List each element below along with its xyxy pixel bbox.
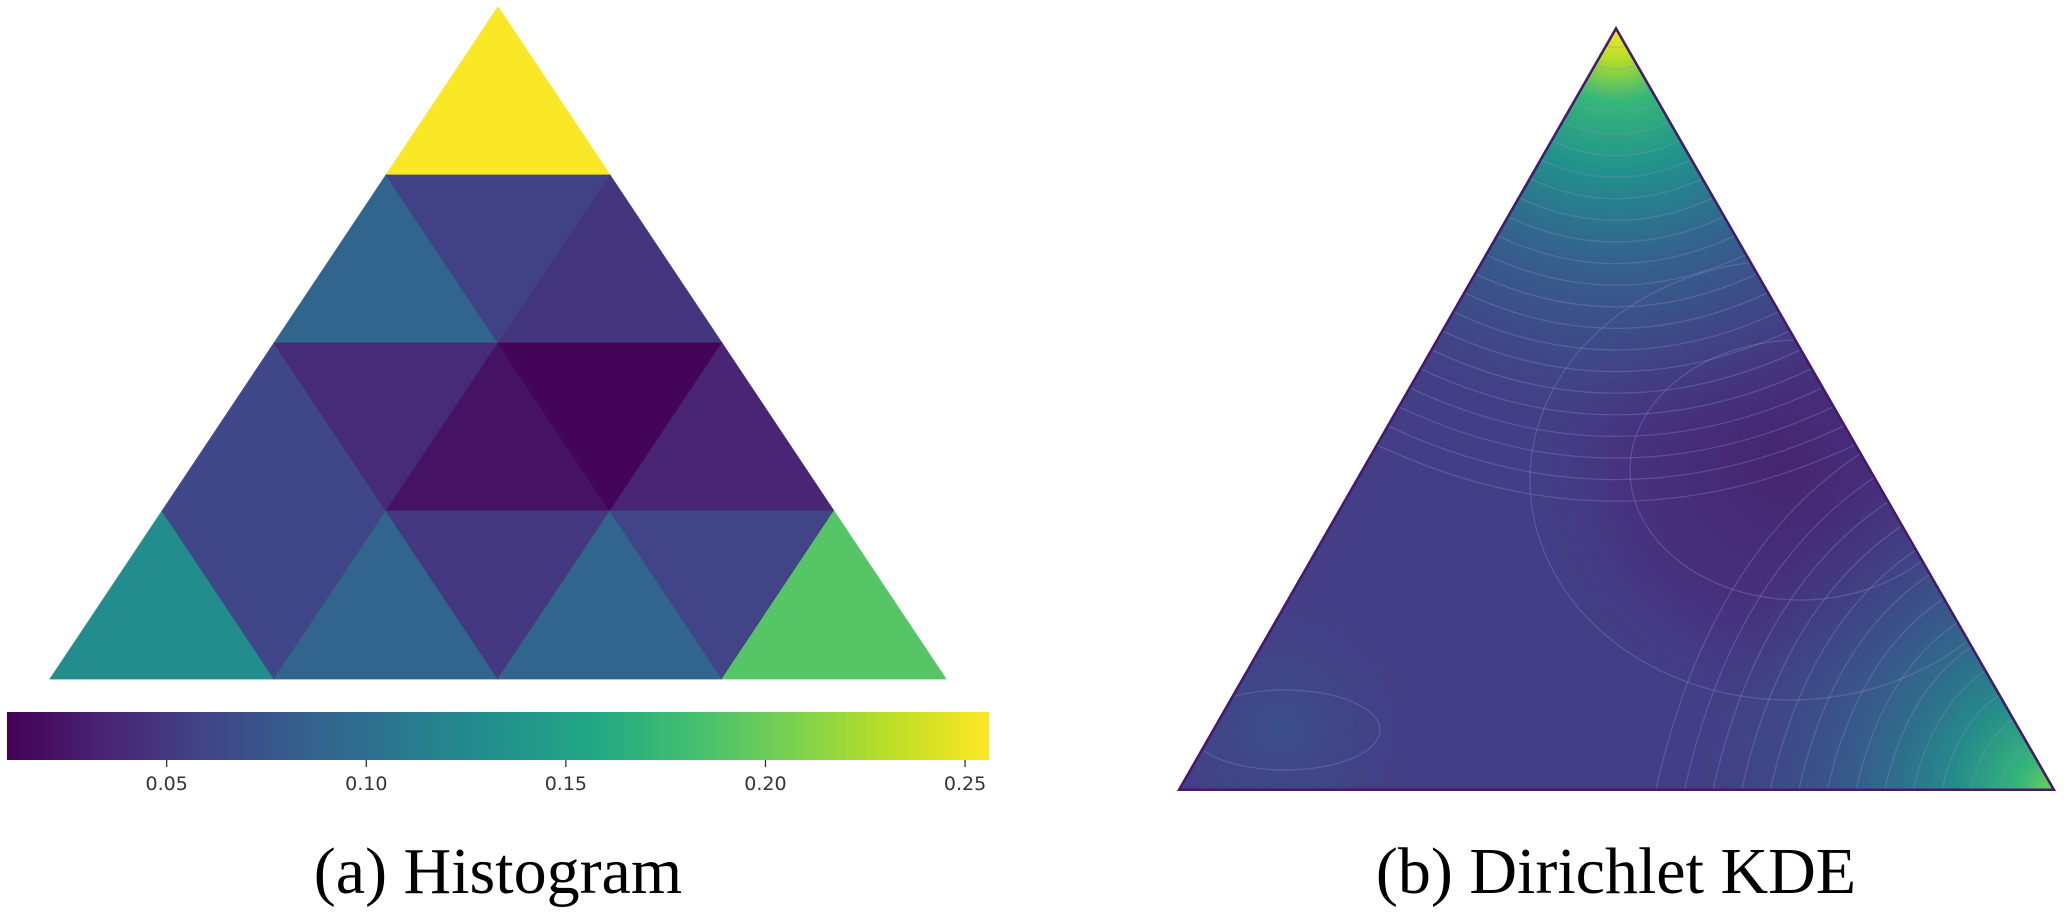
kde-contour-line xyxy=(1526,176,1706,200)
caption-kde: (b) Dirichlet KDE xyxy=(1376,835,1856,908)
kde-contour-line xyxy=(1582,82,1650,92)
histogram-cell-15 xyxy=(721,510,947,680)
colorbar-tick-label: 0.10 xyxy=(345,773,387,795)
kde-contour-line xyxy=(1593,63,1639,70)
kde-top-peak xyxy=(1177,26,2056,791)
kde-contour-line xyxy=(1481,252,1751,286)
caption-histogram: (a) Histogram xyxy=(314,835,682,908)
kde-panel xyxy=(1177,26,2056,791)
histogram-panel xyxy=(49,6,947,680)
kde-contour-line xyxy=(1370,441,1862,502)
kde-contour-line xyxy=(1392,403,1840,459)
kde-contour-line xyxy=(1459,290,1773,329)
histogram-cell-0 xyxy=(385,6,611,176)
colorbar-tick-label: 0.05 xyxy=(146,773,188,795)
kde-contour-line xyxy=(1504,214,1728,243)
kde-contour-line xyxy=(1426,346,1806,394)
kde-contour-line xyxy=(1437,327,1795,373)
kde-edge xyxy=(1177,26,2056,791)
kde-contour-line xyxy=(1381,422,1851,481)
kde-contour-line xyxy=(1414,365,1818,416)
colorbar-tick-label: 0.25 xyxy=(944,773,986,795)
colorbar: 0.05 0.10 0.15 0.20 0.25 xyxy=(7,712,989,795)
kde-contour-line xyxy=(1537,157,1695,178)
colorbar-tick-label: 0.20 xyxy=(744,773,786,795)
kde-contour-line xyxy=(1448,308,1784,351)
kde-contour-line xyxy=(1492,233,1740,265)
colorbar-tick-label: 0.15 xyxy=(545,773,587,795)
kde-contour-line xyxy=(1470,271,1762,308)
kde-contour-line xyxy=(1571,101,1661,113)
kde-contour-line xyxy=(1403,384,1829,437)
kde-contour-line xyxy=(1548,138,1684,157)
kde-contour-line xyxy=(1515,195,1717,221)
kde-contour-line xyxy=(1559,119,1673,135)
colorbar-gradient xyxy=(7,712,989,760)
